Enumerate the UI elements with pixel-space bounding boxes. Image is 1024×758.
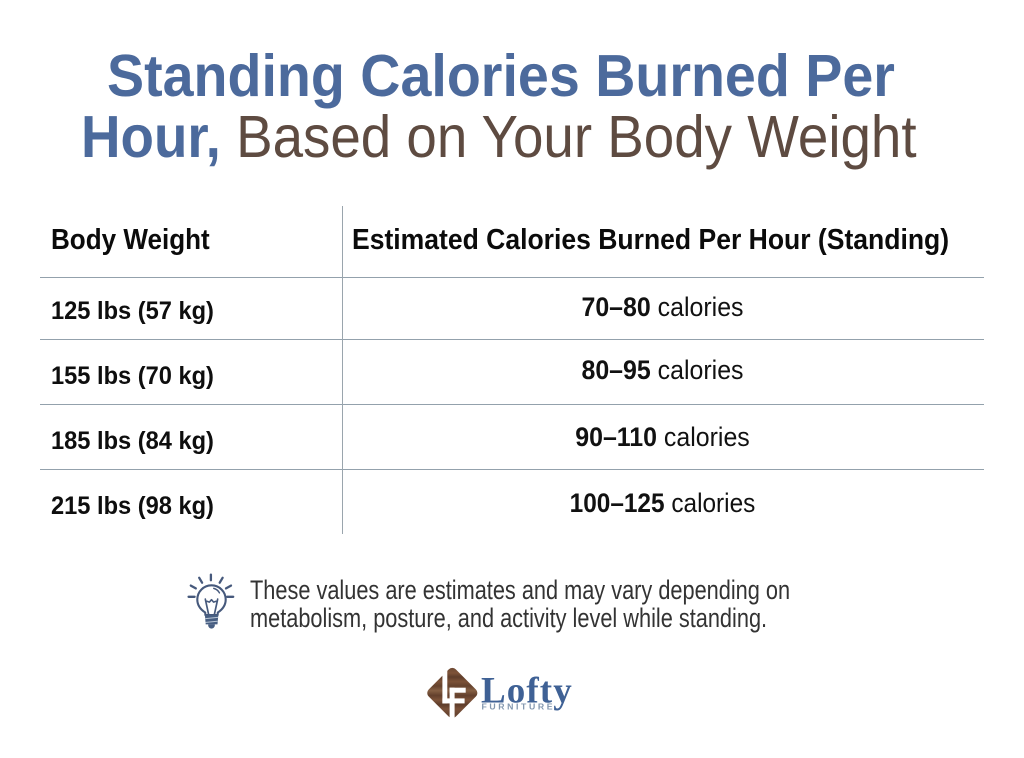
svg-text:Lofty: Lofty [481, 671, 573, 712]
svg-text:FURNITURE: FURNITURE [482, 702, 556, 712]
